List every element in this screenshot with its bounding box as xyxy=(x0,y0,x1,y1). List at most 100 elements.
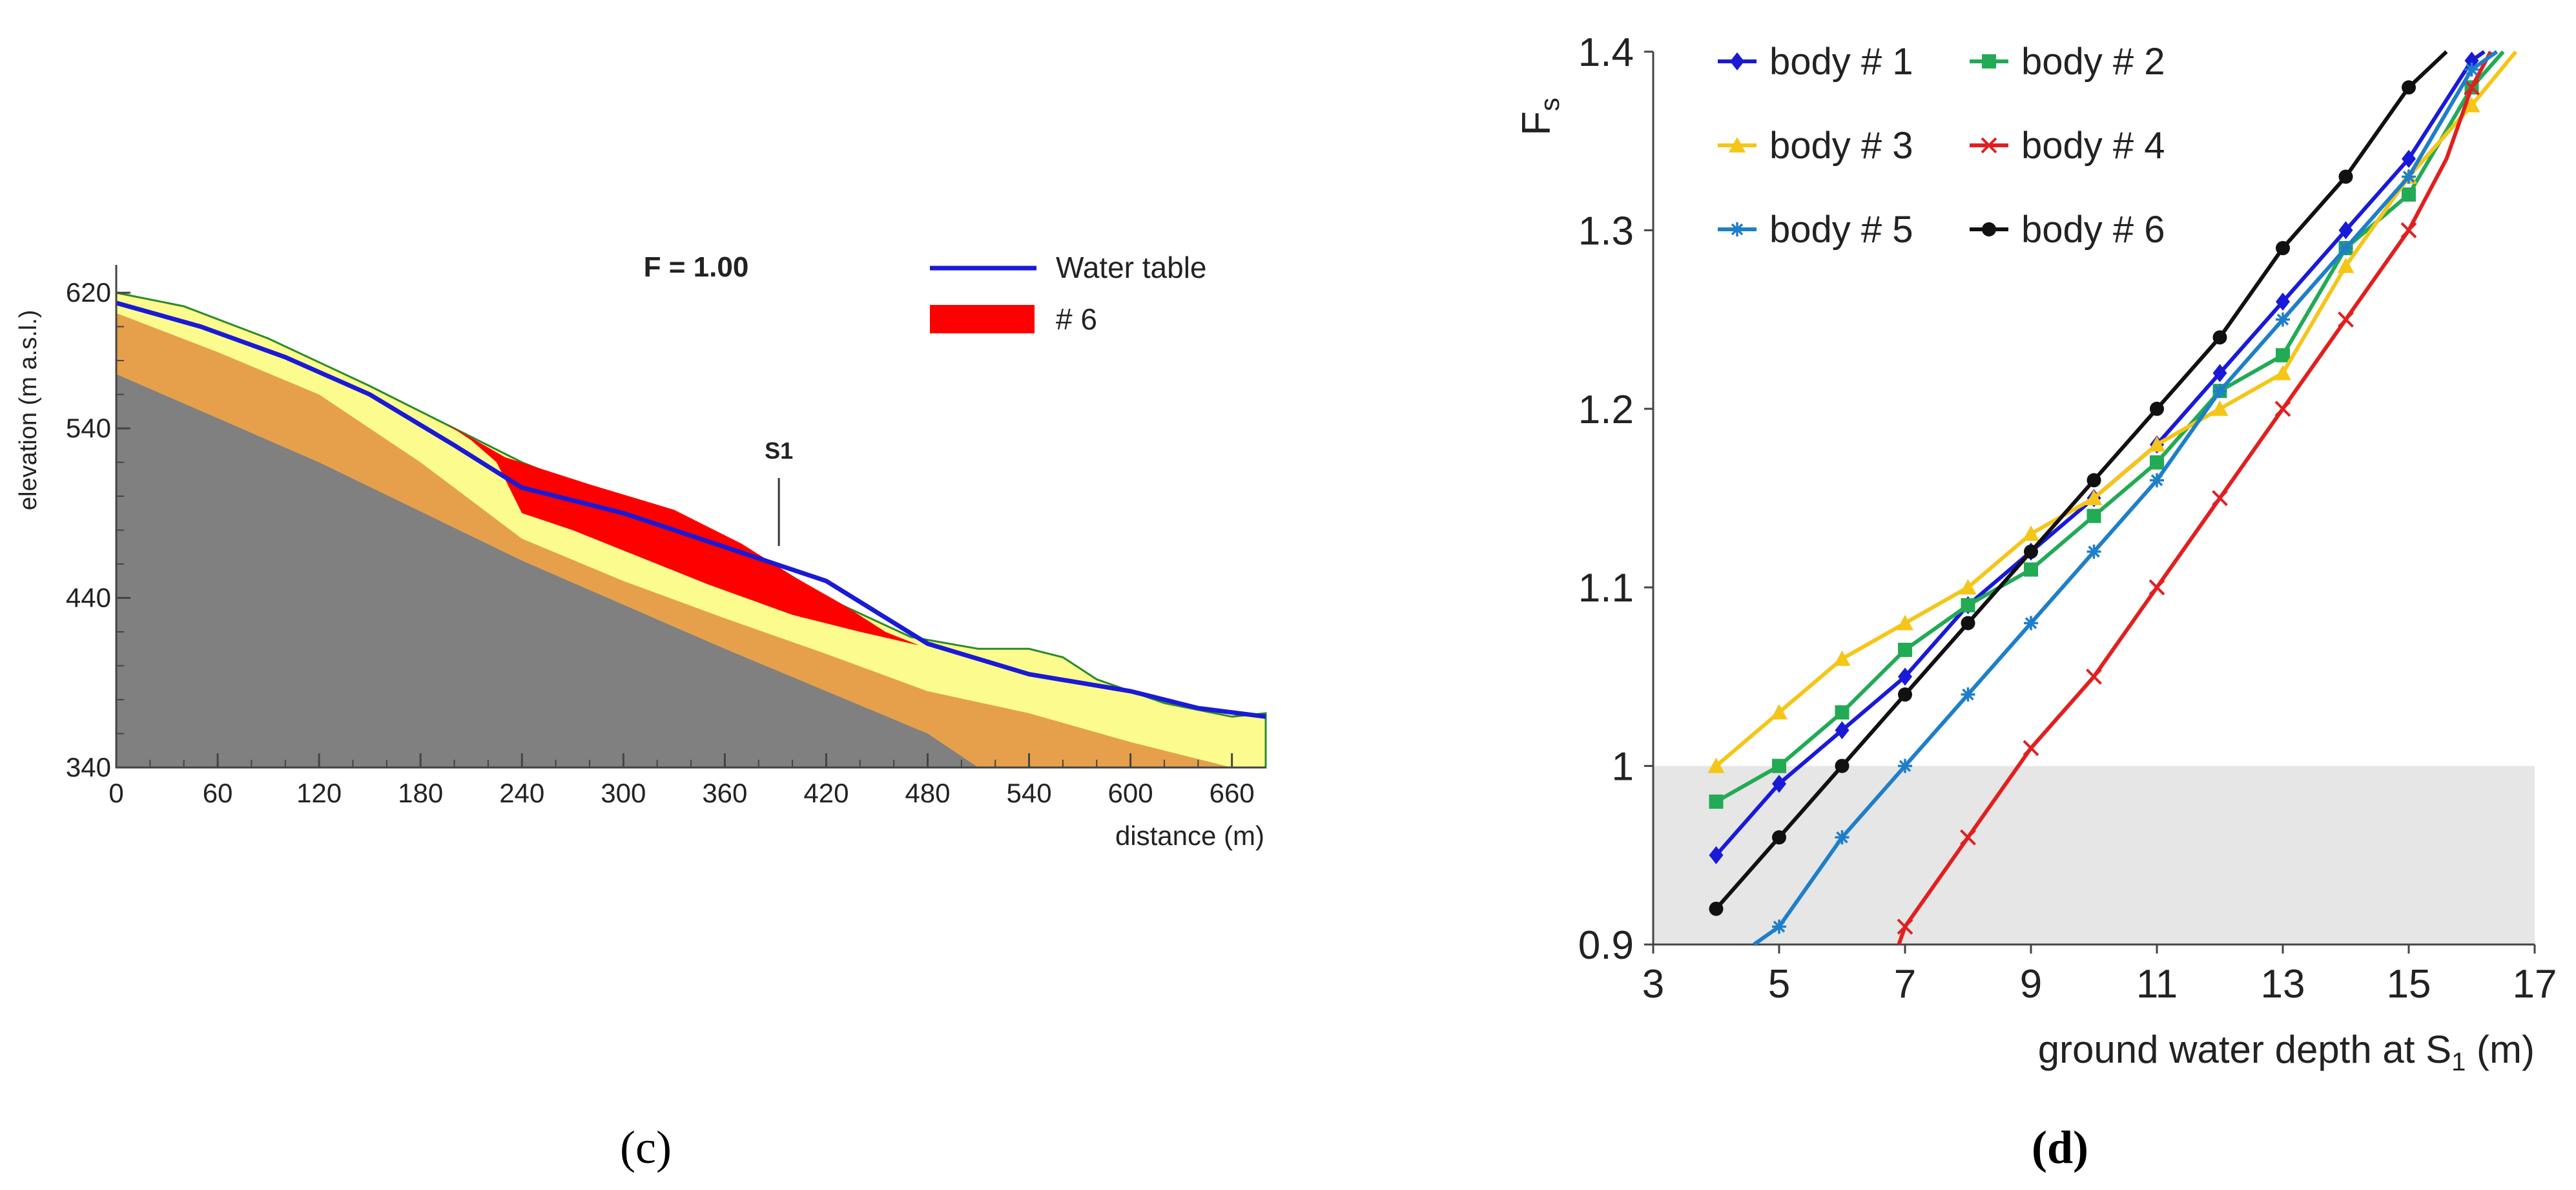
series-body-1-point xyxy=(1709,846,1724,864)
series-body-2-point xyxy=(2087,508,2101,523)
panel-d-line-chart: 3 5 7 9 11 13 15 170.911.11.21.31.4 body # 1 bod… xyxy=(1514,30,2557,1076)
series-body-1-point xyxy=(2402,149,2416,168)
d-y-axis-label: Fs xyxy=(1514,98,1565,136)
series-body-2-point xyxy=(1709,794,1724,809)
legend-body-5-marker xyxy=(1730,222,1744,236)
d-y-axis-label-sub: s xyxy=(1534,98,1565,111)
c-x-tick-label: 540 xyxy=(1006,778,1051,808)
series-body-5-point xyxy=(2338,241,2353,256)
series-body-3-point xyxy=(1959,579,1977,595)
series-body-1-point xyxy=(1898,667,1912,686)
series-body-2-point xyxy=(1961,598,1975,612)
series-body-6-point xyxy=(2024,544,2038,559)
c-x-tick-label: 180 xyxy=(398,778,443,808)
series-body-2-point xyxy=(2276,348,2290,362)
series-body-6 xyxy=(1709,50,2448,916)
s1-marker-label: S1 xyxy=(765,437,793,464)
d-x-tick-label: 5 xyxy=(1768,962,1790,1007)
legend-body-3-label: body # 3 xyxy=(1769,125,1913,167)
series-body-3-point xyxy=(2085,490,2103,505)
water-table-line xyxy=(116,300,1266,719)
legend-body-1-label: body # 1 xyxy=(1769,41,1913,83)
series-body-5-point xyxy=(2276,312,2290,327)
series-body-6-point xyxy=(2212,330,2227,345)
series-body-1-line xyxy=(1715,50,2486,857)
series-body-5-point xyxy=(1961,687,1975,702)
c-x-tick-label: 420 xyxy=(803,778,849,808)
d-x-tick-label: 11 xyxy=(2136,962,2178,1007)
d-x-axis-label: ground water depth at S1 (m) xyxy=(2038,1028,2535,1076)
c-y-axis-label: elevation (m a.s.l.) xyxy=(15,310,42,510)
series-body-5-point xyxy=(2402,169,2416,184)
series-body-4-point xyxy=(2148,579,2165,596)
d-x-axis-label-unit: (m) xyxy=(2466,1028,2535,1071)
d-x-tick-label: 13 xyxy=(2261,962,2305,1007)
d-x-tick-label: 9 xyxy=(2020,962,2042,1007)
series-body-2-point xyxy=(1772,758,1786,773)
series-body-3-point xyxy=(1897,614,1913,631)
series-body-6-point xyxy=(1709,901,1724,916)
legend-body-6-marker xyxy=(1982,222,1996,236)
c-x-tick-label: 240 xyxy=(499,778,544,808)
series-body-5-point xyxy=(2464,62,2479,77)
series-body-6-point xyxy=(1898,687,1912,702)
d-y-tick-label: 1 xyxy=(1612,745,1634,789)
d-x-tick-label: 15 xyxy=(2387,962,2431,1007)
d-x-axis-label-sub: 1 xyxy=(2451,1048,2466,1076)
c-water-table-group xyxy=(116,300,1266,719)
c-x-axis-label: distance (m) xyxy=(1115,820,1264,851)
series-body-6-point xyxy=(2087,473,2101,488)
legend-body-3-marker xyxy=(1729,137,1746,152)
series-body-6-point xyxy=(1772,830,1786,845)
series-body-5-point xyxy=(2087,544,2101,559)
panel-c-cross-section: 0 60 120 180 240 300 360 420 480 540 600 660 340 440 5… xyxy=(15,251,1267,851)
series-body-5-point xyxy=(1898,758,1912,773)
c-x-tick-label: 480 xyxy=(905,778,950,808)
series-body-6-point xyxy=(2402,80,2416,95)
legend-body-5-label: body # 5 xyxy=(1769,209,1913,251)
series-body-4-point xyxy=(2400,222,2417,238)
series-body-6-point xyxy=(1835,758,1850,773)
series-body-3-point xyxy=(2463,96,2480,112)
series-body-3-point xyxy=(2337,257,2354,273)
series-body-4-point xyxy=(2338,311,2354,328)
series-body-4-point xyxy=(2023,740,2039,757)
series-body-1-point xyxy=(2338,221,2353,240)
caption-c: (c) xyxy=(620,1122,672,1173)
legend-water-table-label: Water table xyxy=(1056,251,1207,284)
series-body-2-point xyxy=(2150,455,2164,470)
c-y-tick-label: 340 xyxy=(66,752,111,782)
c-x-tick-label: 60 xyxy=(203,778,233,808)
series-body-1-point xyxy=(1772,775,1786,793)
c-x-tick-label: 0 xyxy=(108,778,123,808)
series-body-5-point xyxy=(1835,830,1850,845)
legend-body-2-label: body # 2 xyxy=(2021,41,2165,83)
legend-body-4-label: body # 4 xyxy=(2021,125,2165,167)
series-body-4-point xyxy=(2274,401,2291,417)
series-body-3-point xyxy=(1771,704,1788,720)
d-y-tick-label: 0.9 xyxy=(1578,923,1634,968)
d-y-tick-label: 1.1 xyxy=(1578,566,1634,611)
series-body-5-point xyxy=(2024,616,2038,631)
series-body-3-point xyxy=(2023,525,2039,541)
series-body-1-point xyxy=(1835,721,1850,740)
d-y-tick-label: 1.4 xyxy=(1578,30,1634,75)
series-body-5 xyxy=(1753,50,2499,946)
legend-body-2-marker xyxy=(1982,54,1996,68)
series-body-3-point xyxy=(1833,650,1851,666)
d-series-group xyxy=(1707,50,2518,946)
series-body-3-point xyxy=(2211,400,2229,416)
c-x-tick-label: 360 xyxy=(702,778,747,808)
series-body-4-point xyxy=(1960,829,1976,846)
d-failure-band xyxy=(1653,766,2535,945)
legend-body6-patch xyxy=(930,305,1035,333)
d-legend: body # 1 body # 2 body # 3 body # 4 body # 5… xyxy=(1718,41,2165,251)
caption-d: (d) xyxy=(2032,1122,2088,1173)
series-body-3-point xyxy=(2274,364,2291,381)
c-legend: Water table # 6 xyxy=(930,251,1207,336)
series-body-1 xyxy=(1709,50,2486,864)
c-x-tick-label: 120 xyxy=(296,778,342,808)
layer-bedrock xyxy=(116,374,978,767)
series-body-6-point xyxy=(2338,169,2353,184)
